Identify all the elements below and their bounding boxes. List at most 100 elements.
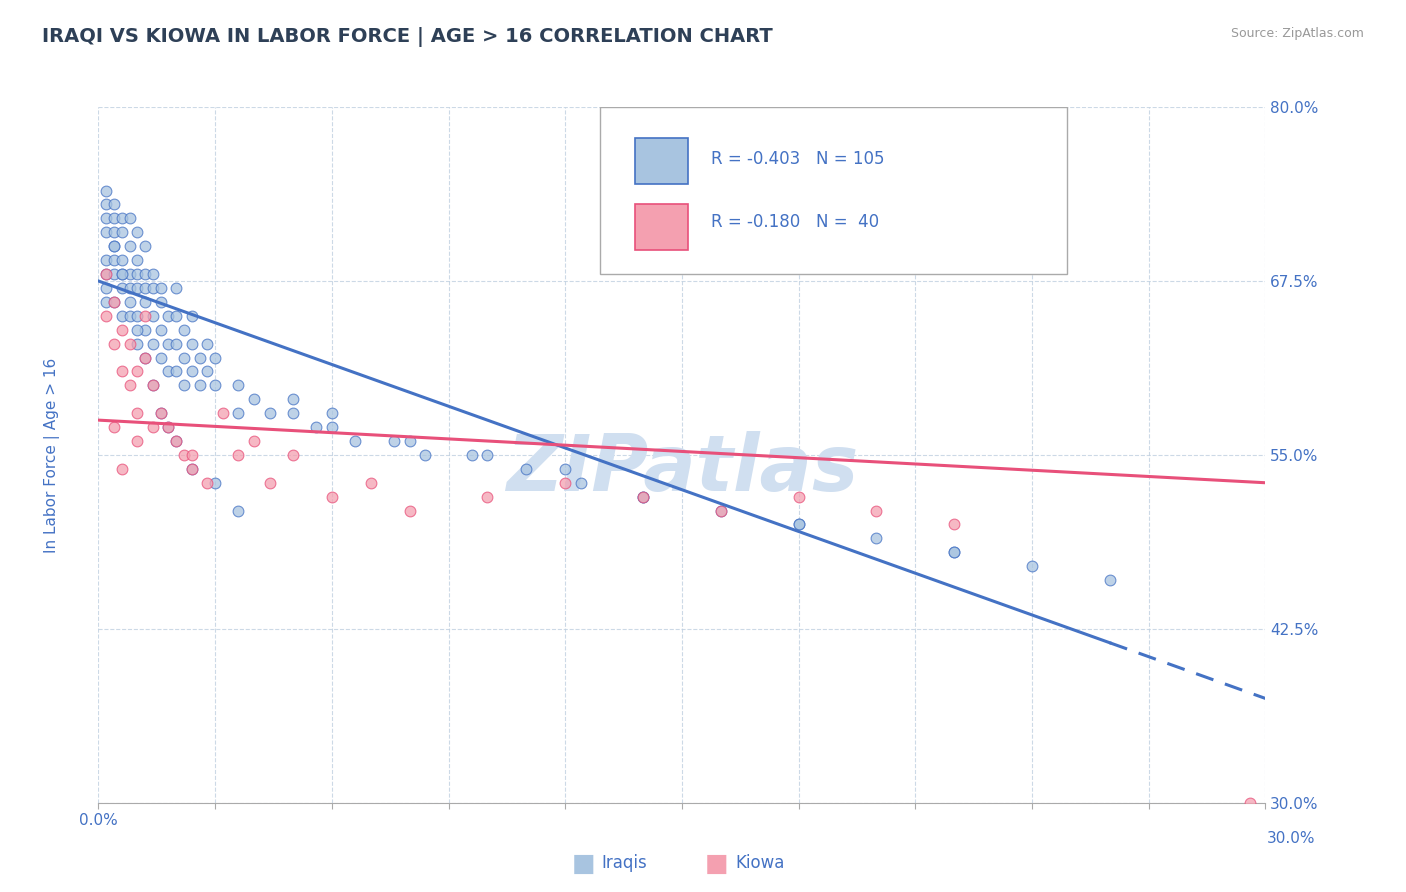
Point — [149, 323, 172, 337]
Point — [96, 225, 118, 239]
Point — [228, 448, 250, 462]
Point — [142, 336, 165, 351]
Point — [515, 462, 537, 476]
Point — [111, 253, 134, 268]
Point — [134, 309, 156, 323]
Point — [142, 420, 165, 434]
Point — [195, 336, 218, 351]
Point — [142, 378, 165, 392]
Point — [204, 475, 226, 490]
Point — [321, 420, 343, 434]
Point — [382, 434, 405, 448]
Point — [96, 281, 118, 295]
Text: 30.0%: 30.0% — [1267, 830, 1315, 846]
Point — [188, 378, 211, 392]
Point — [631, 490, 654, 504]
Point — [943, 517, 966, 532]
Point — [228, 503, 250, 517]
Point — [127, 434, 149, 448]
Point — [127, 336, 149, 351]
Point — [103, 211, 125, 226]
Point — [173, 448, 195, 462]
Bar — [636, 204, 688, 250]
Point — [118, 211, 141, 226]
Text: Iraqis: Iraqis — [602, 855, 648, 872]
Point — [134, 351, 156, 365]
Point — [149, 294, 172, 309]
Point — [127, 253, 149, 268]
Point — [165, 434, 187, 448]
Point — [142, 378, 165, 392]
Point — [165, 364, 187, 378]
Point — [212, 406, 235, 420]
Point — [398, 503, 420, 517]
Point — [96, 184, 118, 198]
Point — [243, 434, 266, 448]
Point — [96, 294, 118, 309]
Point — [127, 406, 149, 420]
Point — [142, 309, 165, 323]
Point — [103, 294, 125, 309]
Point — [103, 267, 125, 281]
Text: ZIPatlas: ZIPatlas — [506, 431, 858, 507]
Point — [188, 351, 211, 365]
Point — [554, 475, 576, 490]
Point — [165, 336, 187, 351]
Point — [173, 351, 195, 365]
Point — [228, 406, 250, 420]
Point — [165, 281, 187, 295]
Point — [149, 406, 172, 420]
Point — [461, 448, 484, 462]
Point — [127, 323, 149, 337]
Point — [180, 336, 202, 351]
Point — [180, 462, 202, 476]
Point — [787, 517, 810, 532]
Text: Kiowa: Kiowa — [735, 855, 785, 872]
Point — [631, 490, 654, 504]
Point — [157, 309, 180, 323]
Point — [111, 364, 134, 378]
Point — [111, 281, 134, 295]
Point — [321, 406, 343, 420]
Point — [118, 267, 141, 281]
Point — [398, 434, 420, 448]
Point — [157, 336, 180, 351]
Point — [103, 294, 125, 309]
Point — [180, 309, 202, 323]
Text: Source: ZipAtlas.com: Source: ZipAtlas.com — [1230, 27, 1364, 40]
Point — [228, 378, 250, 392]
Point — [142, 267, 165, 281]
Point — [111, 225, 134, 239]
Point — [865, 503, 887, 517]
Point — [344, 434, 367, 448]
Point — [180, 364, 202, 378]
Point — [118, 336, 141, 351]
Text: R = -0.180   N =  40: R = -0.180 N = 40 — [711, 213, 879, 231]
Point — [787, 490, 810, 504]
Point — [631, 490, 654, 504]
Point — [321, 490, 343, 504]
Point — [103, 253, 125, 268]
Point — [127, 364, 149, 378]
Point — [96, 309, 118, 323]
Point — [96, 253, 118, 268]
Point — [111, 462, 134, 476]
Point — [180, 448, 202, 462]
Point — [710, 503, 733, 517]
Point — [165, 309, 187, 323]
Point — [111, 211, 134, 226]
Point — [103, 336, 125, 351]
Point — [96, 267, 118, 281]
Point — [149, 351, 172, 365]
Point — [149, 406, 172, 420]
Point — [96, 267, 118, 281]
Point — [111, 309, 134, 323]
Point — [118, 309, 141, 323]
Point — [157, 364, 180, 378]
FancyBboxPatch shape — [600, 107, 1067, 274]
Text: R = -0.403   N = 105: R = -0.403 N = 105 — [711, 150, 884, 169]
Point — [477, 490, 499, 504]
Text: IRAQI VS KIOWA IN LABOR FORCE | AGE > 16 CORRELATION CHART: IRAQI VS KIOWA IN LABOR FORCE | AGE > 16… — [42, 27, 773, 46]
Point — [127, 281, 149, 295]
Point — [103, 225, 125, 239]
